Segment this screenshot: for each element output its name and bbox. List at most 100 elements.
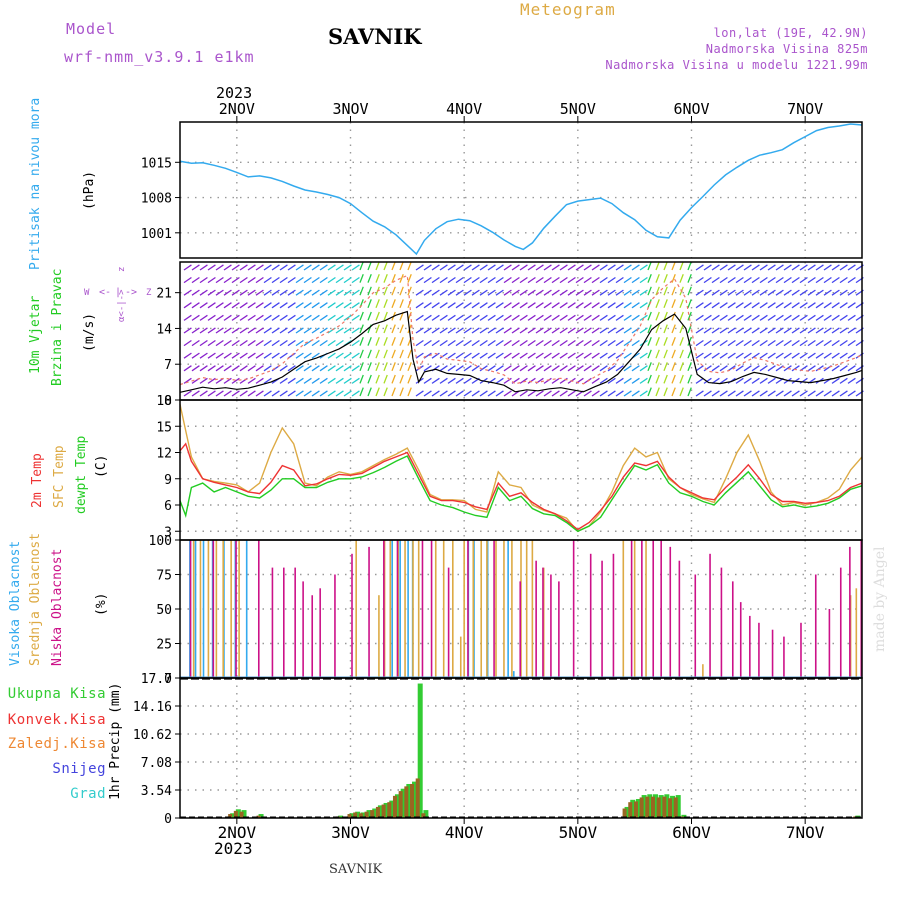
- wind-barb: [527, 264, 536, 271]
- wind-barb: [239, 365, 248, 372]
- wind-barb: [383, 387, 388, 397]
- model-label: Model: [66, 20, 117, 38]
- wind-barb: [423, 314, 432, 321]
- total-precip-bar: [338, 815, 344, 818]
- wind-barb: [503, 314, 512, 321]
- wind-barb: [615, 314, 624, 321]
- wind-barb: [583, 352, 592, 359]
- wind-barb: [463, 289, 472, 296]
- wind-barb: [479, 365, 488, 372]
- total-precip-bar: [241, 810, 247, 818]
- wind-barb: [455, 365, 464, 372]
- convective-precip-bar: [679, 816, 684, 818]
- wind-barb: [295, 339, 304, 347]
- wind-barb: [495, 289, 504, 296]
- wind-barb: [471, 264, 480, 271]
- wind-compass-left: <-: [99, 287, 112, 298]
- bottom-year-label: 2023: [214, 839, 253, 858]
- wind-barb: [839, 365, 848, 372]
- wind-barb: [727, 289, 736, 296]
- wind-barb: [231, 352, 240, 359]
- wind-barb: [607, 377, 616, 384]
- wind-barb: [287, 390, 296, 397]
- total-precip-bar: [635, 799, 641, 818]
- wind-barb: [463, 264, 472, 271]
- wind-barb: [535, 264, 544, 271]
- y-tick-label: 1001: [141, 227, 172, 242]
- wind-barb: [375, 273, 380, 283]
- wind-barb: [727, 390, 736, 397]
- wind-barb: [591, 314, 600, 321]
- wind-barb: [191, 314, 200, 321]
- wind-barb: [615, 352, 624, 359]
- wind-barb: [815, 365, 824, 372]
- wind-barb: [847, 352, 856, 359]
- wind-barb: [679, 261, 684, 271]
- wind-barb: [743, 390, 752, 397]
- wind-barb: [463, 327, 472, 334]
- wind-barb: [335, 365, 344, 372]
- wind-barb: [319, 276, 328, 284]
- wind-barb: [639, 365, 648, 372]
- wind-barb: [831, 276, 840, 284]
- wind-barb: [599, 327, 608, 334]
- wind-barb: [239, 276, 248, 284]
- wind-barb: [287, 339, 296, 347]
- wind-barb: [599, 314, 608, 321]
- wind-barb: [695, 327, 704, 334]
- wind-barb: [615, 289, 624, 296]
- wind-barb: [351, 339, 360, 347]
- wind-barb: [487, 264, 496, 271]
- wind-barb: [511, 302, 520, 309]
- wind-barb: [511, 314, 520, 321]
- wind-barb: [351, 276, 360, 284]
- wind-barb: [775, 390, 784, 397]
- wind-barb: [767, 276, 776, 284]
- wind-barb: [839, 390, 848, 397]
- wind-barb: [215, 352, 224, 359]
- wind-barb: [703, 302, 712, 309]
- wind-barb: [647, 286, 652, 296]
- wind-barb: [287, 302, 296, 309]
- wind-barb: [231, 276, 240, 284]
- wind-barb: [543, 289, 552, 296]
- wind-barb: [615, 365, 624, 372]
- wind-barb: [463, 377, 472, 384]
- wind-barb: [255, 339, 264, 347]
- wind-barb: [687, 387, 692, 397]
- y-tick-label: 25: [156, 638, 172, 653]
- y-tick-label: 3.54: [141, 784, 172, 799]
- wind-barb: [311, 327, 320, 334]
- wind-barb: [343, 390, 352, 397]
- convective-precip-bar: [650, 796, 655, 818]
- wind-barb: [407, 349, 412, 359]
- wind-barb: [471, 276, 480, 284]
- y-tick-label: 7: [164, 358, 172, 373]
- y-tick-label: 9: [164, 473, 172, 488]
- wind-barb: [711, 327, 720, 334]
- wind-barb: [791, 314, 800, 321]
- wind-barb: [343, 365, 352, 372]
- wind-barb: [759, 276, 768, 284]
- wind-barb: [687, 311, 692, 321]
- wind-barb: [671, 286, 676, 296]
- wind-barb: [743, 365, 752, 372]
- wind-barb: [391, 387, 396, 397]
- wind-barb: [415, 264, 424, 271]
- wind-barb: [303, 302, 312, 309]
- wind-barb: [751, 302, 760, 309]
- convective-precip-bar: [410, 783, 415, 818]
- wind-barb: [567, 365, 576, 372]
- wind-barb: [727, 276, 736, 284]
- wind-barb: [359, 362, 364, 372]
- wind-barb: [407, 273, 412, 283]
- wind-barb: [655, 286, 660, 296]
- wind-barb: [447, 377, 456, 384]
- wind-barb: [839, 276, 848, 284]
- wind-barb: [455, 390, 464, 397]
- wind-barb: [551, 365, 560, 372]
- total-precip-bar: [235, 809, 241, 818]
- wind-barb: [231, 289, 240, 296]
- wind-barb: [399, 286, 404, 296]
- wind-barb: [319, 264, 328, 271]
